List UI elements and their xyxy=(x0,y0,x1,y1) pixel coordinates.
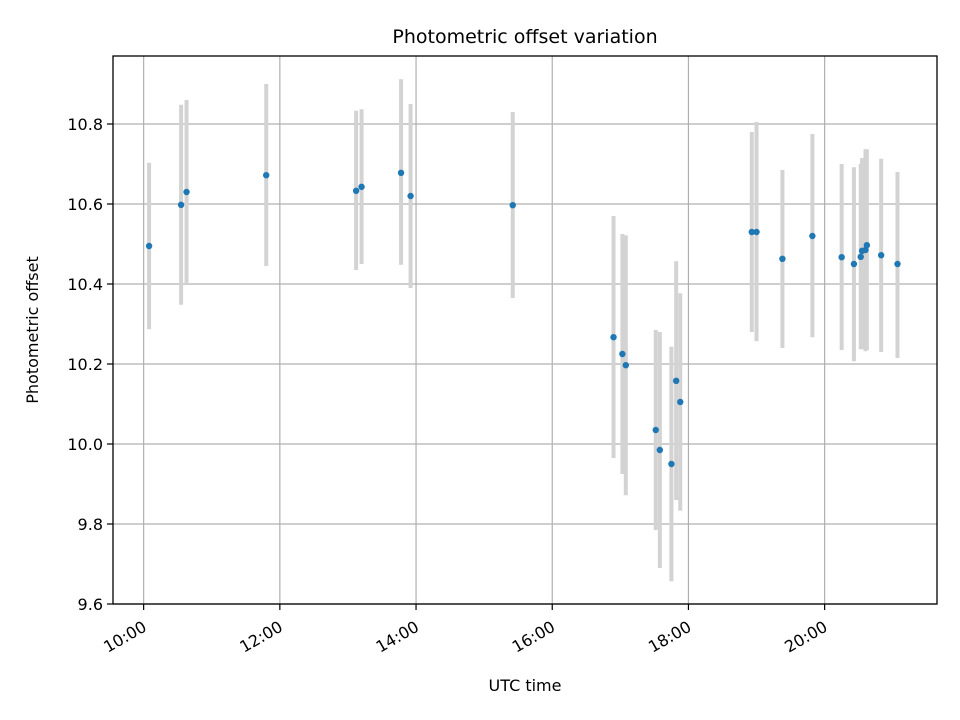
point-layer xyxy=(145,169,901,468)
data-point xyxy=(622,362,629,369)
data-point xyxy=(656,446,664,454)
x-tick-label: 16:00 xyxy=(509,617,558,657)
y-axis-label: Photometric offset xyxy=(23,256,42,404)
x-tick-label: 12:00 xyxy=(236,617,285,657)
data-point xyxy=(672,377,680,384)
y-tick-label: 10.4 xyxy=(67,275,103,294)
grid-layer xyxy=(113,56,937,605)
data-point xyxy=(753,228,760,236)
data-point xyxy=(877,252,885,259)
chart-title: Photometric offset variation xyxy=(392,26,657,48)
plot-frame xyxy=(112,55,938,605)
data-point xyxy=(677,398,684,406)
data-point xyxy=(850,260,858,268)
y-tick-label: 10.0 xyxy=(67,435,103,454)
data-point xyxy=(652,426,659,434)
data-point xyxy=(809,232,816,240)
data-point xyxy=(407,192,414,200)
data-point xyxy=(610,334,617,341)
data-point xyxy=(857,253,864,260)
x-tick-label: 14:00 xyxy=(373,617,422,657)
data-point xyxy=(863,242,871,249)
data-point xyxy=(358,183,365,190)
y-tick-label: 10.6 xyxy=(67,195,103,214)
data-point xyxy=(509,202,516,209)
data-point xyxy=(352,187,360,194)
y-tick-label: 9.8 xyxy=(78,515,103,534)
x-tick-label: 18:00 xyxy=(645,617,694,657)
data-point xyxy=(894,260,901,268)
data-point xyxy=(779,255,786,262)
data-point xyxy=(619,350,626,358)
data-point xyxy=(145,242,153,250)
data-point xyxy=(748,228,755,236)
x-tick-label: 10:00 xyxy=(100,617,149,657)
errorbar-layer xyxy=(147,79,900,582)
data-point xyxy=(263,172,270,179)
data-point xyxy=(397,169,405,176)
data-point xyxy=(862,246,869,254)
data-point xyxy=(183,188,190,196)
data-point xyxy=(177,201,185,208)
y-tick-label: 10.8 xyxy=(67,115,103,134)
y-tick-label: 10.2 xyxy=(67,355,103,374)
data-point xyxy=(838,254,845,261)
x-axis-label: UTC time xyxy=(489,676,562,695)
x-tick-label: 20:00 xyxy=(781,617,830,657)
y-tick-label: 9.6 xyxy=(78,595,103,614)
data-point xyxy=(668,460,675,468)
